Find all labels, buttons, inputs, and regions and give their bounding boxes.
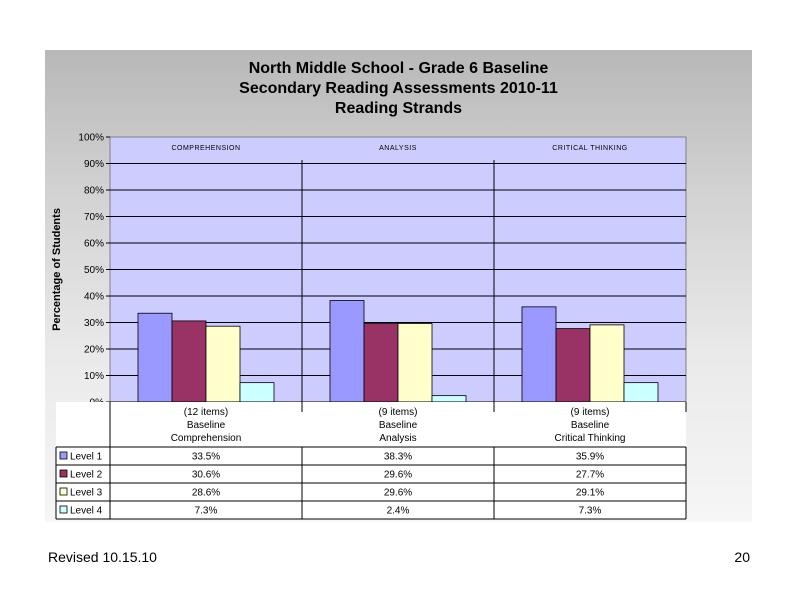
data-value-label: 33.5%	[192, 452, 220, 463]
y-tick-label: 40%	[84, 292, 104, 303]
bar-level-2	[555, 328, 591, 403]
legend-key-level-1	[59, 451, 68, 460]
bar-level-3	[205, 325, 241, 403]
legend-label: Level 3	[70, 488, 103, 499]
legend-key-level-4	[59, 505, 68, 514]
data-value-label: 27.7%	[576, 470, 604, 481]
legend-key-level-2	[59, 469, 68, 478]
y-tick-label: 20%	[84, 345, 104, 356]
category-label-count: (9 items)	[379, 407, 418, 418]
data-value-label: 30.6%	[192, 470, 220, 481]
data-value-label: 7.3%	[579, 506, 602, 517]
legend-label: Level 1	[70, 452, 103, 463]
chart-title-line-1: North Middle School - Grade 6 Baseline	[248, 60, 549, 77]
data-value-label: 29.6%	[384, 470, 412, 481]
data-value-label: 28.6%	[192, 488, 220, 499]
y-tick-label: 70%	[84, 212, 104, 223]
data-value-label: 7.3%	[195, 506, 218, 517]
category-label-count: (12 items)	[184, 407, 228, 418]
data-value-label: 29.6%	[384, 488, 412, 499]
bar-level-3	[397, 323, 433, 403]
strand-header: CRITICAL THINKING	[552, 145, 627, 152]
y-tick-label: 100%	[78, 133, 104, 144]
category-label-type: Baseline	[571, 420, 610, 431]
revised-date: Revised 10.15.10	[48, 549, 157, 565]
strand-header: COMPREHENSION	[171, 145, 240, 152]
y-tick-label: 10%	[84, 371, 104, 382]
bar-level-1	[137, 312, 173, 403]
chart-title-line-3: Reading Strands	[334, 100, 463, 117]
y-tick-label: 50%	[84, 265, 104, 276]
y-tick-label: 30%	[84, 318, 104, 329]
data-table	[56, 402, 686, 519]
bar-level-2	[363, 323, 399, 403]
data-value-label: 29.1%	[576, 488, 604, 499]
chart-title-line-2: Secondary Reading Assessments 2010-11	[239, 80, 558, 97]
legend-key-level-3	[59, 487, 68, 496]
category-label-name: Critical Thinking	[555, 433, 626, 444]
data-value-label: 38.3%	[384, 452, 412, 463]
category-label-name: Comprehension	[171, 433, 242, 444]
bar-level-4	[431, 395, 467, 403]
bar-level-4	[623, 382, 659, 403]
legend-label: Level 2	[70, 470, 103, 481]
y-axis-label: Percentage of Students	[51, 208, 63, 331]
category-label-name: Analysis	[379, 433, 416, 444]
y-tick-label: 80%	[84, 186, 104, 197]
page-number: 20	[734, 549, 750, 565]
bar-level-1	[329, 300, 365, 403]
bar-level-1	[521, 306, 557, 403]
bar-level-4	[239, 382, 275, 403]
bar-level-3	[589, 324, 625, 403]
category-label-type: Baseline	[187, 420, 226, 431]
category-label-count: (9 items)	[571, 407, 610, 418]
bar-level-2	[171, 320, 207, 403]
y-tick-label: 90%	[84, 159, 104, 170]
category-label-type: Baseline	[379, 420, 418, 431]
y-tick-label: 60%	[84, 239, 104, 250]
legend-label: Level 4	[70, 506, 103, 517]
data-value-label: 2.4%	[387, 506, 410, 517]
strand-header: ANALYSIS	[379, 145, 417, 152]
data-value-label: 35.9%	[576, 452, 604, 463]
